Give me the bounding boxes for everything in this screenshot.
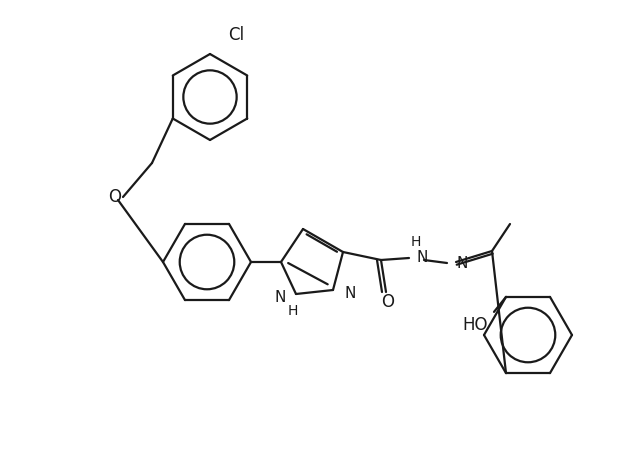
Text: N: N	[416, 250, 428, 266]
Text: H: H	[411, 235, 421, 249]
Text: HO: HO	[463, 316, 488, 334]
Text: Cl: Cl	[228, 26, 244, 44]
Text: N: N	[345, 286, 356, 300]
Text: H: H	[288, 304, 298, 318]
Text: O: O	[109, 188, 122, 206]
Text: O: O	[381, 293, 394, 311]
Text: N: N	[457, 256, 468, 270]
Text: N: N	[275, 289, 286, 305]
